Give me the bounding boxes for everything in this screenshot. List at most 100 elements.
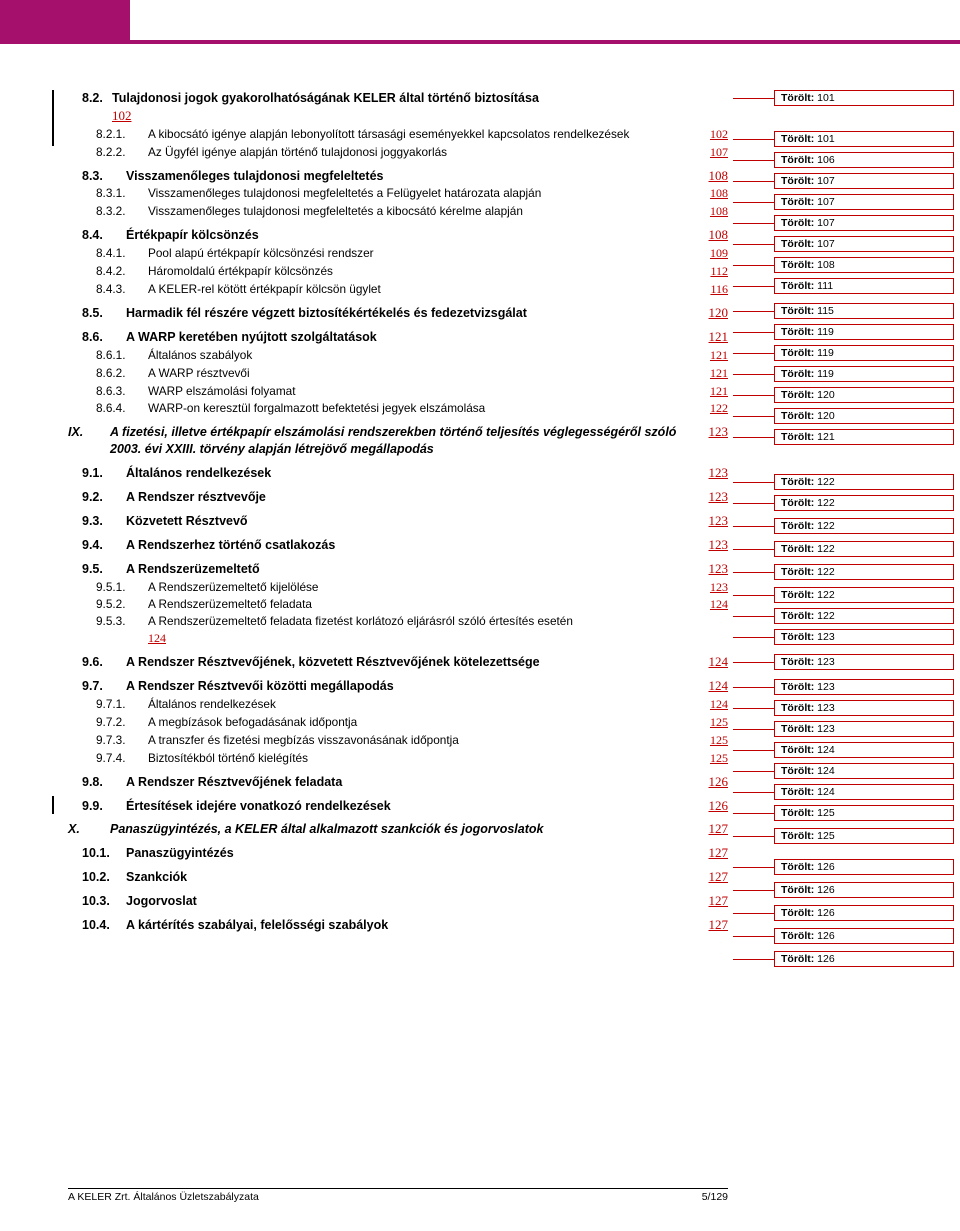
toc-title: Visszamenőleges tulajdonosi megfelelteté… — [126, 168, 709, 185]
toc-title: WARP elszámolási folyamat — [148, 384, 710, 400]
bubble-value: 125 — [817, 807, 835, 819]
bubble-label: Törölt: — [781, 476, 817, 488]
deleted-revision-bubble: Törölt: 123 — [774, 721, 954, 737]
toc-title: A transzfer és fizetési megbízás visszav… — [148, 733, 710, 749]
bubble-value: 121 — [817, 431, 835, 443]
document-page: 8.2.Tulajdonosi jogok gyakorolhatóságána… — [0, 0, 960, 1231]
toc-entry: 9.7.2.A megbízások befogadásának időpont… — [68, 714, 728, 731]
toc-page-number: 108 — [709, 226, 729, 244]
bubble-value: 124 — [817, 786, 835, 798]
toc-entry: 10.2.Szankciók127 — [68, 868, 728, 886]
deleted-revision-bubble: Törölt: 126 — [774, 905, 954, 921]
bubble-label: Törölt: — [781, 133, 817, 145]
toc-number: 9.7. — [68, 678, 126, 695]
bubble-value: 122 — [817, 566, 835, 578]
toc-page-number: 102 — [112, 108, 132, 123]
toc-title: A fizetési, illetve értékpapír elszámolá… — [110, 424, 709, 458]
toc-title: A WARP keretében nyújtott szolgáltatások — [126, 329, 709, 346]
toc-number: 8.2.2. — [68, 145, 148, 161]
bubble-label: Törölt: — [781, 681, 817, 693]
toc-page-number: 102 — [710, 126, 728, 142]
toc-entry: 8.4.3.A KELER-rel kötött értékpapír kölc… — [68, 281, 728, 298]
bubble-value: 126 — [817, 861, 835, 873]
toc-number: 9.4. — [68, 537, 126, 554]
toc-page-number: 127 — [709, 892, 729, 910]
toc-number: 8.3. — [68, 168, 126, 185]
toc-entry: 8.4.Értékpapír kölcsönzés108 — [68, 226, 728, 244]
toc-entry: 8.4.1.Pool alapú értékpapír kölcsönzési … — [68, 245, 728, 262]
bubble-value: 119 — [817, 368, 834, 380]
toc-title: A Rendszer résztvevője — [126, 489, 709, 506]
bubble-label: Törölt: — [781, 744, 817, 756]
bubble-value: 123 — [817, 681, 835, 693]
toc-title: Általános rendelkezések — [126, 465, 709, 482]
toc-number: 8.4.2. — [68, 264, 148, 280]
bubble-label: Törölt: — [781, 347, 817, 359]
toc-title: Tulajdonosi jogok gyakorolhatóságának KE… — [112, 90, 728, 107]
toc-title: Panaszügyintézés — [126, 845, 709, 862]
bubble-label: Törölt: — [781, 861, 817, 873]
toc-number: 9.7.2. — [68, 715, 148, 731]
deleted-revision-bubble: Törölt: 122 — [774, 608, 954, 624]
toc-title: Szankciók — [126, 869, 709, 886]
bubble-label: Törölt: — [781, 589, 817, 601]
revision-bubbles-sidebar: Törölt: 101Törölt: 101Törölt: 106Törölt:… — [774, 90, 954, 972]
bubble-label: Törölt: — [781, 92, 817, 104]
bubble-label: Törölt: — [781, 723, 817, 735]
toc-entry: 8.6.4.WARP-on keresztül forgalmazott bef… — [68, 400, 728, 417]
toc-entry: 10.1.Panaszügyintézés127 — [68, 844, 728, 862]
bubble-value: 101 — [817, 92, 835, 104]
toc-page-number: 121 — [710, 365, 728, 381]
toc-title: A Rendszerüzemeltető feladata — [148, 597, 710, 613]
deleted-revision-bubble: Törölt: 126 — [774, 951, 954, 967]
toc-entry: 9.8.A Rendszer Résztvevőjének feladata12… — [68, 773, 728, 791]
deleted-revision-bubble: Törölt: 122 — [774, 564, 954, 580]
toc-number: X. — [68, 821, 110, 838]
toc-entry: 9.7.1.Általános rendelkezések124 — [68, 696, 728, 713]
bubble-value: 120 — [817, 410, 835, 422]
deleted-revision-bubble: Törölt: 119 — [774, 324, 954, 340]
toc-title: A WARP résztvevői — [148, 366, 710, 382]
toc-page-number: 116 — [710, 281, 728, 297]
deleted-revision-bubble: Törölt: 119 — [774, 366, 954, 382]
bubble-value: 108 — [817, 259, 835, 271]
toc-page-number: 124 — [709, 677, 729, 695]
toc-page-number: 124 — [148, 631, 166, 645]
toc-entry: 9.5.2.A Rendszerüzemeltető feladata124 — [68, 596, 728, 613]
bubble-label: Törölt: — [781, 326, 817, 338]
toc-number: 10.1. — [68, 845, 126, 862]
bubble-label: Törölt: — [781, 930, 817, 942]
bubble-label: Törölt: — [781, 217, 817, 229]
bubble-label: Törölt: — [781, 431, 817, 443]
toc-entry: 10.4.A kártérítés szabályai, felelősségi… — [68, 916, 728, 934]
bubble-label: Törölt: — [781, 907, 817, 919]
deleted-revision-bubble: Törölt: 123 — [774, 654, 954, 670]
toc-number: 8.3.2. — [68, 204, 148, 220]
toc-page-number: 107 — [710, 144, 728, 160]
toc-number: 8.4.1. — [68, 246, 148, 262]
bubble-value: 122 — [817, 520, 835, 532]
bubble-value: 126 — [817, 953, 835, 965]
toc-number: 8.4.3. — [68, 282, 148, 298]
bubble-label: Törölt: — [781, 656, 817, 668]
bubble-value: 107 — [817, 196, 835, 208]
toc-title: A Rendszer Résztvevőjének, közvetett Rés… — [126, 654, 709, 671]
toc-page-number: 120 — [709, 304, 729, 322]
toc-number: 8.3.1. — [68, 186, 148, 202]
toc-page-number: 124 — [709, 653, 729, 671]
bubble-label: Törölt: — [781, 368, 817, 380]
toc-number: 10.3. — [68, 893, 126, 910]
bubble-value: 124 — [817, 765, 835, 777]
toc-title: Harmadik fél részére végzett biztosítéké… — [126, 305, 709, 322]
toc-page-number: 123 — [709, 560, 729, 578]
toc-number: IX. — [68, 424, 110, 441]
bubble-label: Törölt: — [781, 830, 817, 842]
toc-title: Háromoldalú értékpapír kölcsönzés — [148, 264, 710, 280]
toc-page-number: 109 — [710, 245, 728, 261]
bubble-label: Törölt: — [781, 389, 817, 401]
toc-entry: 8.6.A WARP keretében nyújtott szolgáltat… — [68, 328, 728, 346]
bubble-value: 111 — [817, 280, 833, 292]
toc-number: 8.6. — [68, 329, 126, 346]
toc-page-number: 121 — [709, 328, 729, 346]
toc-entry: 9.4.A Rendszerhez történő csatlakozás123 — [68, 536, 728, 554]
